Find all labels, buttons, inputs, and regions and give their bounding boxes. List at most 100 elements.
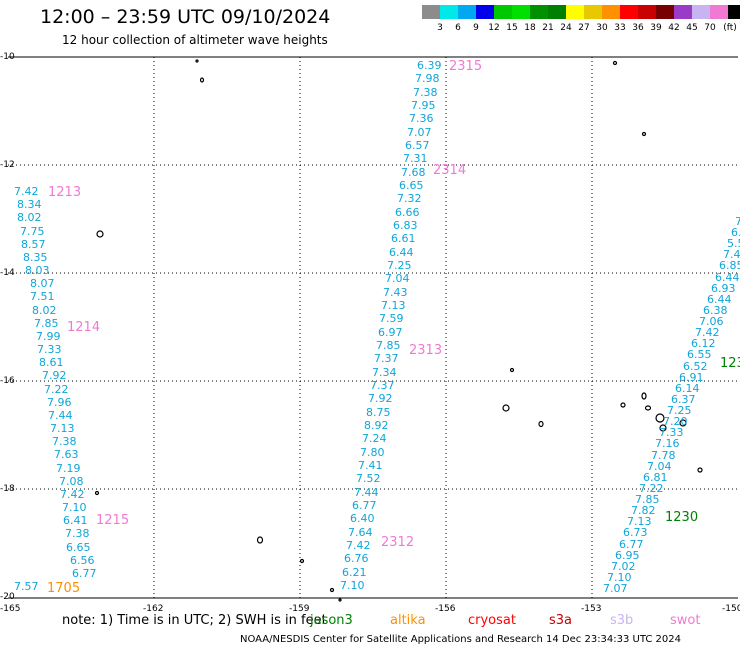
- wave-height-value: 7.42: [14, 185, 39, 198]
- wave-height-value: 7.07: [603, 582, 628, 595]
- wave-height-value: 6.55: [687, 348, 712, 361]
- wave-height-value: 7.85: [376, 339, 401, 352]
- wave-height-value: 6.65: [66, 541, 91, 554]
- lat-label: -20: [0, 592, 15, 602]
- lat-label: -10: [0, 52, 15, 62]
- legend-swatch: [674, 5, 692, 19]
- legend-label: 70: [704, 23, 716, 33]
- legend-label: 42: [668, 23, 680, 33]
- legend-label: 6: [455, 23, 461, 33]
- satellite-s3a: s3a: [549, 613, 573, 628]
- wave-height-value: 7.08: [59, 475, 84, 488]
- legend-swatch: [440, 5, 458, 19]
- track-time-label: 123: [720, 356, 740, 371]
- legend-label: 12: [488, 23, 500, 33]
- wave-height-value: 6.77: [72, 567, 97, 580]
- wave-height-value: 7.19: [56, 462, 81, 475]
- wave-height-value: 7.85: [34, 317, 59, 330]
- lat-label: -14: [0, 268, 15, 278]
- wave-height-value: 7.13: [381, 299, 406, 312]
- track-time-label: 1230: [665, 510, 699, 525]
- wave-height-value: 7.13: [627, 515, 652, 528]
- lat-label: -12: [0, 160, 15, 170]
- satellite-altika: altika: [390, 613, 426, 628]
- track-time-label: 2314: [433, 163, 467, 178]
- wave-height-value: 6.39: [417, 59, 442, 72]
- wave-height-value: 7.38: [413, 86, 438, 99]
- wave-height-value: 7.85: [635, 493, 660, 506]
- map-title: 12:00 – 23:59 UTC 09/10/2024: [40, 6, 331, 28]
- track-time-label: 2315: [449, 59, 483, 74]
- wave-height-value: 7.36: [409, 112, 434, 125]
- legend-label: 39: [650, 23, 662, 33]
- wave-height-value: 6.40: [350, 512, 375, 525]
- wave-height-value: 6.44: [715, 271, 740, 284]
- lon-label: -153: [581, 604, 602, 614]
- legend-label: 27: [578, 23, 590, 33]
- wave-height-value: 7.92: [42, 369, 67, 382]
- wave-height-value: 6.57: [405, 139, 430, 152]
- lat-gridlines: [8, 164, 738, 490]
- wave-height-value: 6.37: [671, 393, 696, 406]
- legend-swatch: [710, 5, 728, 19]
- legend-label: 30: [596, 23, 608, 33]
- note-text: note: 1) Time is in UTC; 2) SWH is in fe…: [62, 613, 327, 628]
- legend-swatch: [494, 5, 512, 19]
- wave-height-value: 7.16: [655, 437, 680, 450]
- wave-height-value: 6.41: [63, 514, 88, 527]
- lat-label: -16: [0, 376, 15, 386]
- wave-height-value: 7.42: [346, 539, 371, 552]
- wave-height-value: 7.98: [415, 72, 440, 85]
- map-subtitle: 12 hour collection of altimeter wave hei…: [62, 33, 328, 47]
- legend-swatch: [566, 5, 584, 19]
- wave-height-value: 7.22: [44, 383, 69, 396]
- wave-height-value: 6.85: [719, 259, 740, 272]
- wave-height-value: 7.20: [663, 415, 688, 428]
- legend-label: 21: [542, 23, 554, 33]
- legend-swatch: [728, 5, 740, 19]
- wave-height-value: 7.32: [397, 192, 422, 205]
- wave-height-value: 7.06: [699, 315, 724, 328]
- wave-height-value: 8.75: [366, 406, 391, 419]
- track-time-label: 1213: [48, 185, 82, 200]
- track-time-label: 1215: [96, 513, 130, 528]
- track-time-label: 2313: [409, 343, 443, 358]
- wave-height-value: 6.77: [619, 538, 644, 551]
- legend-swatch: [512, 5, 530, 19]
- lon-label: -162: [143, 604, 164, 614]
- wave-height-value: 6.81: [643, 471, 668, 484]
- wave-height-value: 8.35: [23, 251, 48, 264]
- wave-height-value: 6.12: [691, 337, 716, 350]
- legend-swatch: [638, 5, 656, 19]
- wave-height-value: 7.10: [340, 579, 365, 592]
- wave-height-value: 7.38: [65, 527, 90, 540]
- track-time-label: 2312: [381, 535, 415, 550]
- wave-height-value: 7.42: [60, 488, 85, 501]
- legend-label: 33: [614, 23, 626, 33]
- wave-height-value: 6.97: [378, 326, 403, 339]
- wave-height-value: 6.61: [391, 232, 416, 245]
- wave-height-value: 7.22: [639, 482, 664, 495]
- wave-height-value: 7.10: [62, 501, 87, 514]
- wave-height-value: 7.34: [372, 366, 397, 379]
- wave-height-value: 8.92: [364, 419, 389, 432]
- wave-height-value: 7.31: [403, 152, 428, 165]
- wave-height-value: 6.52: [683, 360, 708, 373]
- wave-height-value: 6.93: [711, 282, 736, 295]
- wave-height-value: 6.76: [344, 552, 369, 565]
- wave-height-value: 8.07: [30, 277, 55, 290]
- legend-swatch: [476, 5, 494, 19]
- wave-height-value: 7.25: [667, 404, 692, 417]
- wave-height-value: 6.91: [679, 371, 704, 384]
- legend-swatch: [584, 5, 602, 19]
- wave-height-value: 8.61: [39, 356, 64, 369]
- wave-height-value: 7.33: [37, 343, 62, 356]
- wave-height-value: 6.73: [623, 526, 648, 539]
- wave-height-value: 7.07: [407, 126, 432, 139]
- wave-height-value: 7.44: [48, 409, 73, 422]
- satellite-swot: swot: [670, 613, 701, 628]
- wave-height-value: 6.21: [342, 566, 367, 579]
- islands: [94, 59, 703, 602]
- wave-height-value: 6.77: [352, 499, 377, 512]
